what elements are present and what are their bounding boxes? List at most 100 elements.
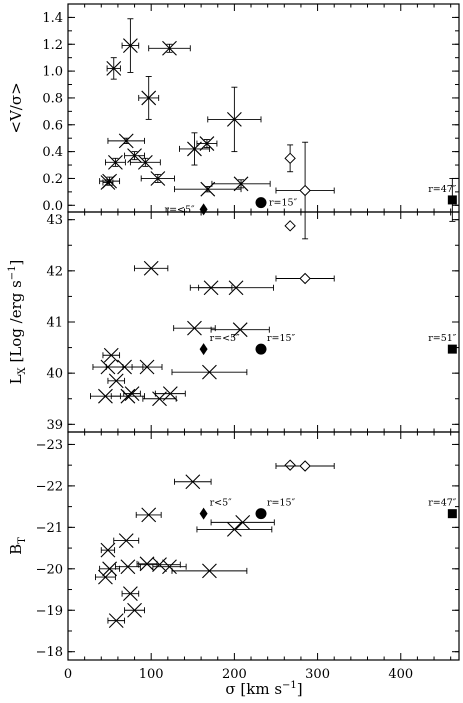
y-tick-label: 43 [46,213,63,228]
axis-ticks: −23 −22 −21 −20 −19 −18 [36,432,459,660]
open-diamond-marker [299,460,311,472]
panel-frame [67,3,460,213]
x-tick-label: 0 [64,667,72,682]
y-tick-label: −23 [36,438,63,453]
point-annotation: r=<5″ [210,333,241,344]
data-point [211,176,271,192]
data-point [114,559,141,575]
data-point [138,557,181,573]
data-point [255,343,267,355]
point-annotation: r=15″ [267,498,296,509]
y-axis-label: LX [Log /erg s−1] [7,260,28,385]
data-point [100,542,116,558]
x-tick-label: 400 [388,667,413,682]
x-axis-label: σ [km s−1] [225,680,302,698]
point-annotation: r=47″ [428,498,457,509]
open-diamond-marker [284,152,296,165]
cross-marker [108,373,124,389]
data-point [129,154,161,170]
cross-marker [139,359,155,375]
panel-velocity-dispersion: r=<5″ r=15″ r=47″ 0.0 0.2 0.4 0.6 0.8 1.0 1.2 1.4… [7,3,460,240]
cross-marker [162,559,177,575]
cross-marker [235,514,251,530]
cross-marker [123,586,138,602]
data-point [199,507,208,520]
y-axis-label-b-subscript: T [17,537,28,544]
panel-x-ray-luminosity: r=<5″ r=15″ r=51″ 39 40 41 42 43 LX [Log /erg … [7,211,460,433]
data-point [121,586,140,602]
data-point [171,364,248,380]
data-point [104,154,126,170]
filled-square-marker [447,509,457,519]
data-point [154,386,186,402]
data-point [123,386,141,402]
y-tick-label: −18 [36,645,63,660]
y-axis-label: <V/σ> [7,82,25,133]
cross-marker [118,133,134,149]
data-point [124,602,145,618]
data-point [121,18,140,73]
data-point [135,507,162,523]
data-point [174,474,212,490]
y-tick-label: −20 [36,562,63,577]
filled-circle-marker [255,508,267,520]
data-marks: r=<5″ r=15″ r=47″ [99,18,457,240]
open-diamond-marker [284,459,296,471]
data-point [95,569,116,585]
cross-marker [143,260,159,276]
data-point [131,359,163,375]
cross-marker [118,533,134,548]
cross-marker [187,141,202,157]
y-tick-label: 0.4 [42,145,63,160]
y-tick-label: 0.0 [42,199,63,214]
data-point [210,322,270,338]
data-point [447,344,457,354]
data-point [179,132,210,166]
filled-diamond-marker [199,343,208,356]
x-axis-label-close: ] [297,680,303,698]
cross-marker [124,386,140,402]
cross-marker [108,613,124,629]
cross-marker [199,136,215,151]
cross-marker [226,112,242,127]
cross-marker [127,148,142,164]
cross-marker [102,561,117,577]
x-axis: 0 100 200 300 400 σ [km s−1] [64,667,413,698]
y-axis-label-lx: L [7,374,25,384]
data-point [124,148,145,164]
cross-marker [127,602,142,618]
data-point [275,141,335,240]
y-tick-label: 1.0 [42,65,63,80]
data-marks: r<5″ r=15″ r=47″ [95,459,457,629]
y-tick-label: 0.6 [42,118,63,133]
point-annotation: r=15″ [269,198,298,209]
data-point [207,86,262,153]
axis-ticks: 0.0 0.2 0.4 0.6 0.8 1.0 1.2 1.4 [42,3,459,214]
data-point [173,320,216,336]
y-tick-label: 42 [46,264,63,279]
y-axis-label-close: ] [7,260,25,266]
x-tick-label: 300 [305,667,330,682]
cross-marker [100,542,116,558]
data-point [174,181,242,197]
data-point [199,343,208,356]
y-axis-label: BT [7,537,28,555]
data-point [255,197,267,209]
cross-marker [185,474,201,490]
cross-marker [228,280,244,296]
data-point [275,460,335,472]
cross-marker [141,90,157,106]
point-annotation: r=47″ [428,184,457,195]
open-diamond-marker [284,220,296,232]
cross-marker [233,176,249,192]
data-marks: r=<5″ r=15″ r=51″ [90,220,457,407]
x-tick-label: 200 [222,667,247,682]
cross-marker [162,40,177,56]
data-point [107,613,126,629]
y-tick-label: 0.8 [42,91,63,106]
data-point [106,57,122,80]
data-point [138,76,160,120]
data-point [107,133,145,149]
x-tick-label: 100 [139,667,164,682]
